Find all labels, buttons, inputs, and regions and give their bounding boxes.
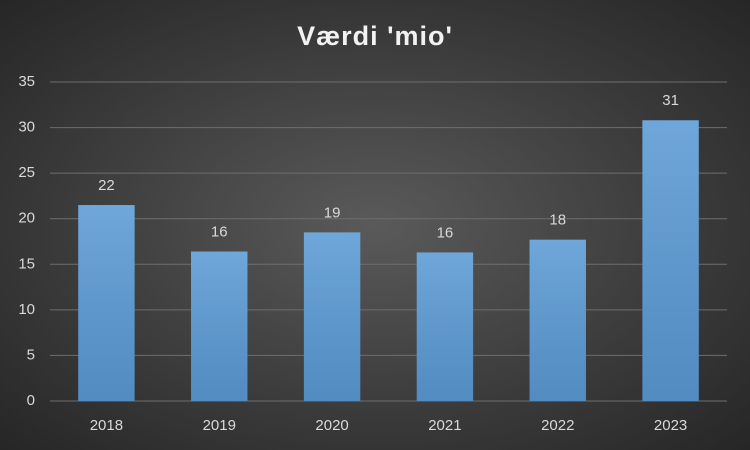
x-tick-label: 2021 [428,417,461,434]
x-tick-label: 2018 [90,417,123,434]
data-label: 22 [98,177,115,194]
x-tick-label: 2019 [203,417,236,434]
bar [303,232,361,401]
data-label: 16 [437,224,454,241]
y-tick-label: 10 [18,301,35,318]
x-tick-label: 2022 [541,417,574,434]
data-label: 18 [549,212,566,229]
y-tick-label: 35 [18,73,35,90]
x-tick-label: 2023 [654,417,687,434]
bar [529,239,586,401]
y-tick-label: 25 [18,164,35,181]
y-tick-label: 5 [27,346,35,363]
y-tick-label: 20 [18,210,35,227]
data-label: 31 [662,92,679,109]
bar [191,251,248,401]
data-label: 19 [324,204,341,221]
bar [78,205,135,401]
x-tick-label: 2020 [315,417,348,434]
y-tick-label: 30 [18,119,35,136]
y-tick-label: 15 [18,255,35,272]
bar [416,252,474,401]
y-tick-label: 0 [27,392,35,409]
bar [642,120,699,401]
data-label: 16 [211,223,228,240]
chart-title: Værdi 'mio' [297,21,453,51]
